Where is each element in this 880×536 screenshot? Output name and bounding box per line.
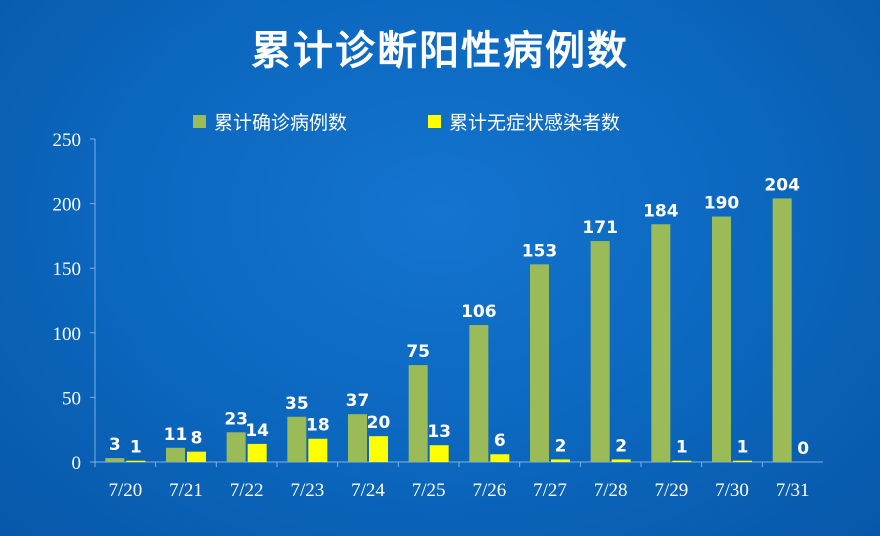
y-tick-label: 150: [53, 259, 82, 280]
chart-title: 累计诊断阳性病例数: [251, 28, 629, 74]
x-tick-label: 7/29: [654, 480, 688, 501]
bar-confirmed: [166, 447, 185, 462]
legend-label-confirmed: 累计确诊病例数: [214, 111, 348, 134]
bar-confirmed: [651, 224, 671, 462]
y-tick-label: 0: [72, 453, 82, 474]
x-tick-label: 7/23: [290, 480, 324, 501]
bar-confirmed: [530, 264, 549, 462]
bar-confirmed: [712, 216, 731, 462]
bar-asymptomatic: [611, 459, 631, 462]
bar-confirmed: [105, 458, 125, 462]
x-tick-label: 7/26: [472, 480, 506, 501]
bar-confirmed: [772, 198, 792, 462]
data-label-asymptomatic: 1: [737, 438, 749, 458]
bar-confirmed: [287, 416, 307, 462]
data-label-confirmed: 204: [764, 175, 800, 195]
legend-label-asymptomatic: 累计无症状感染者数: [449, 111, 621, 134]
data-label-confirmed: 75: [406, 342, 430, 362]
bar-asymptomatic: [247, 443, 267, 462]
y-tick-label: 50: [62, 388, 81, 409]
x-tick-label: 7/24: [351, 480, 385, 501]
data-label-asymptomatic: 1: [676, 438, 688, 458]
x-tick-label: 7/20: [108, 480, 142, 501]
x-tick-label: 7/28: [594, 480, 628, 501]
bar-asymptomatic: [187, 451, 206, 462]
bar-asymptomatic: [369, 436, 388, 462]
data-label-asymptomatic: 1: [130, 438, 142, 458]
bar-confirmed: [469, 325, 489, 462]
y-tick-label: 100: [53, 324, 82, 345]
data-label-confirmed: 190: [704, 194, 740, 214]
data-label-asymptomatic: 18: [306, 416, 330, 436]
y-tick-label: 250: [53, 130, 82, 151]
data-label-confirmed: 23: [224, 409, 248, 429]
data-label-confirmed: 11: [164, 425, 188, 445]
bar-asymptomatic: [126, 460, 146, 462]
x-tick-label: 7/30: [715, 480, 749, 501]
bar-asymptomatic: [672, 460, 692, 462]
bar-confirmed: [590, 241, 610, 462]
data-label-asymptomatic: 0: [797, 439, 809, 459]
bar-asymptomatic: [551, 459, 570, 462]
bar-confirmed: [226, 432, 246, 462]
data-label-asymptomatic: 14: [245, 421, 269, 441]
legend-item-asymptomatic: 累计无症状感染者数: [428, 108, 620, 134]
data-label-asymptomatic: 8: [191, 429, 203, 449]
data-label-confirmed: 3: [109, 435, 121, 455]
legend: 累计确诊病例数 累计无症状感染者数: [0, 108, 880, 134]
x-tick-label: 7/25: [412, 480, 446, 501]
bar-asymptomatic: [429, 445, 449, 462]
bar-asymptomatic: [308, 438, 328, 462]
x-tick-label: 7/21: [169, 480, 203, 501]
data-label-asymptomatic: 6: [494, 431, 506, 451]
bar-confirmed: [348, 414, 367, 462]
bar-asymptomatic: [490, 454, 510, 462]
data-label-confirmed: 37: [346, 391, 370, 411]
bar-confirmed: [408, 365, 428, 462]
x-tick-label: 7/22: [230, 480, 264, 501]
legend-swatch-confirmed: [193, 114, 206, 128]
legend-item-confirmed: 累计确诊病例数: [193, 108, 347, 134]
data-label-confirmed: 35: [285, 394, 309, 414]
data-label-confirmed: 153: [522, 241, 558, 261]
data-label-confirmed: 184: [643, 201, 679, 221]
data-label-asymptomatic: 2: [555, 436, 567, 456]
x-tick-label: 7/31: [776, 480, 810, 501]
y-tick-label: 200: [53, 195, 82, 216]
data-label-asymptomatic: 2: [615, 436, 627, 456]
data-label-confirmed: 106: [461, 302, 497, 322]
bar-asymptomatic: [733, 460, 752, 462]
data-label-asymptomatic: 13: [427, 422, 451, 442]
data-label-confirmed: 171: [582, 218, 618, 238]
data-label-asymptomatic: 20: [367, 413, 391, 433]
legend-swatch-asymptomatic: [428, 114, 441, 128]
x-tick-label: 7/27: [533, 480, 567, 501]
